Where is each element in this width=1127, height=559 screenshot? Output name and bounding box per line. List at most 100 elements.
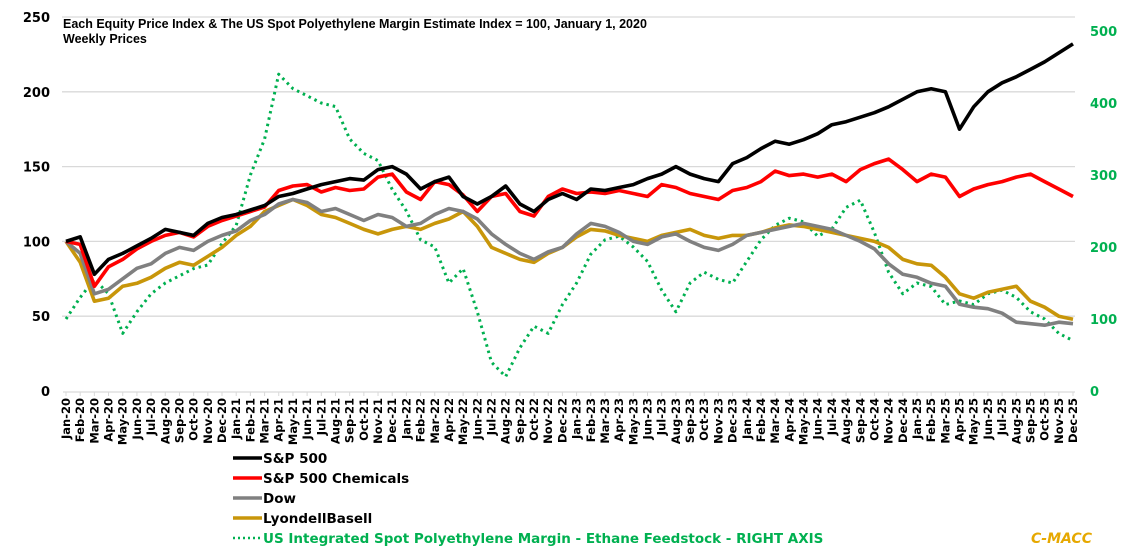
series-line-s-p-500: [65, 42, 1074, 277]
legend-label: S&P 500: [263, 451, 327, 467]
x-tick-label: Jul-23: [655, 398, 669, 436]
x-tick-label: Dec-24: [896, 398, 910, 443]
x-tick-label: Oct-22: [527, 398, 541, 441]
x-tick-label: Apr-22: [442, 398, 456, 442]
x-tick-label: Jul-25: [995, 398, 1009, 436]
x-tick-label: Jun-20: [130, 398, 144, 440]
x-axis: Jan-20 Feb-20 Mar-20 Apr-20 May-20 Jun-20 Jul-…: [59, 391, 1080, 445]
left-y-tick-label: 100: [23, 235, 50, 250]
legend-label: S&P 500 Chemicals: [263, 471, 409, 487]
x-tick-label: Feb-24: [754, 398, 768, 442]
x-tick-label: Dec-22: [555, 398, 569, 443]
x-tick-label: Jun-22: [470, 398, 484, 440]
gridlines: [62, 16, 1075, 317]
x-tick-label: Aug-22: [499, 398, 513, 444]
legend-label: LyondellBasell: [263, 511, 372, 527]
left-y-tick-label: 250: [23, 11, 50, 26]
x-tick-label: Feb-21: [243, 398, 257, 442]
legend-label: US Integrated Spot Polyethylene Margin -…: [263, 531, 823, 547]
x-tick-label: May-24: [797, 398, 811, 445]
legend-label: Dow: [263, 491, 296, 507]
x-tick-label: Feb-20: [73, 398, 87, 442]
right-y-tick-label: 100: [1090, 313, 1117, 328]
right-y-tick-label: 0: [1090, 385, 1099, 400]
x-tick-label: Dec-25: [1066, 398, 1080, 443]
series-line-lyondellbasell: [64, 197, 1074, 321]
right-y-tick-label: 500: [1090, 25, 1117, 40]
series-line-s-p-500-chemicals: [65, 157, 1074, 289]
x-tick-label: Apr-20: [102, 398, 116, 442]
legend: S&P 500 S&P 500 Chemicals Dow LyondellBasel…: [233, 451, 823, 547]
x-tick-label: Oct-24: [867, 398, 881, 441]
left-y-tick-label: 0: [41, 385, 50, 400]
x-tick-label: Dec-23: [726, 398, 740, 443]
x-tick-label: Jul-22: [484, 398, 498, 436]
chart-subtitle: Weekly Prices: [63, 32, 147, 46]
x-tick-label: Apr-21: [272, 398, 286, 442]
x-tick-label: Apr-25: [953, 398, 967, 442]
x-tick-label: Aug-24: [839, 398, 853, 444]
x-tick-label: Sep-22: [513, 398, 527, 443]
x-tick-label: May-20: [116, 398, 130, 445]
x-tick-label: Mar-24: [768, 398, 782, 444]
x-tick-label: May-23: [626, 398, 640, 445]
x-tick-label: Sep-24: [853, 398, 867, 443]
brand-logo: C-MACC: [1031, 531, 1093, 547]
x-tick-label: Nov-22: [541, 398, 555, 444]
x-tick-label: Jan-25: [910, 398, 924, 440]
x-tick-label: May-22: [456, 398, 470, 445]
left-y-tick-label: 50: [32, 310, 50, 325]
left-y-axis: 0 50 100 150 200 250: [23, 11, 50, 400]
x-tick-label: Oct-20: [187, 398, 201, 441]
x-tick-label: Nov-20: [201, 398, 215, 444]
left-y-tick-label: 200: [23, 86, 50, 101]
x-tick-label: Aug-21: [328, 398, 342, 444]
x-tick-label: Jun-21: [300, 398, 314, 440]
x-tick-label: Jun-23: [641, 398, 655, 440]
x-tick-label: Nov-24: [882, 398, 896, 444]
right-y-axis: 0 100 200 300 400 500: [1090, 25, 1117, 400]
left-y-tick-label: 150: [23, 161, 50, 176]
legend-item: LyondellBasell: [233, 511, 372, 527]
x-tick-label: Sep-20: [172, 398, 186, 443]
x-tick-label: Mar-25: [938, 398, 952, 444]
x-tick-label: Sep-23: [683, 398, 697, 443]
legend-item: Dow: [233, 491, 296, 507]
x-tick-label: Sep-25: [1023, 398, 1037, 443]
x-tick-label: May-21: [286, 398, 300, 445]
x-tick-label: Sep-21: [343, 398, 357, 443]
x-tick-label: Jul-24: [825, 398, 839, 436]
chart-title: Each Equity Price Index & The US Spot Po…: [63, 17, 647, 31]
series-line-us-integrated-spot-polyethylene-margin-ethane-feedstock-right-axis: [64, 72, 1074, 379]
x-tick-label: Mar-20: [87, 398, 101, 444]
x-tick-label: Jan-20: [59, 398, 73, 440]
x-tick-label: Dec-20: [215, 398, 229, 443]
x-tick-label: Oct-23: [697, 398, 711, 441]
legend-item: US Integrated Spot Polyethylene Margin -…: [233, 531, 823, 547]
x-tick-label: Feb-23: [584, 398, 598, 442]
right-y-tick-label: 300: [1090, 169, 1117, 184]
x-tick-label: Mar-21: [258, 398, 272, 444]
x-tick-label: Mar-22: [428, 398, 442, 444]
x-tick-label: Feb-22: [414, 398, 428, 442]
x-tick-label: Jun-25: [981, 398, 995, 440]
right-y-tick-label: 400: [1090, 97, 1117, 112]
x-tick-label: Jan-22: [399, 398, 413, 440]
x-tick-label: Jun-24: [811, 398, 825, 440]
x-tick-label: Dec-21: [385, 398, 399, 443]
x-tick-label: Apr-24: [782, 398, 796, 442]
x-tick-label: Jul-21: [314, 398, 328, 436]
x-tick-label: Oct-21: [357, 398, 371, 441]
x-tick-label: Nov-21: [371, 398, 385, 444]
x-tick-label: Feb-25: [924, 398, 938, 442]
right-y-tick-label: 200: [1090, 241, 1117, 256]
x-tick-label: Aug-20: [158, 398, 172, 444]
x-tick-label: Jan-23: [570, 398, 584, 440]
x-tick-label: Nov-25: [1052, 398, 1066, 444]
series-line-dow: [64, 197, 1074, 328]
x-tick-label: Apr-23: [612, 398, 626, 442]
x-tick-label: Mar-23: [598, 398, 612, 444]
x-tick-label: Jan-24: [740, 398, 754, 440]
series-lines: [64, 42, 1074, 379]
